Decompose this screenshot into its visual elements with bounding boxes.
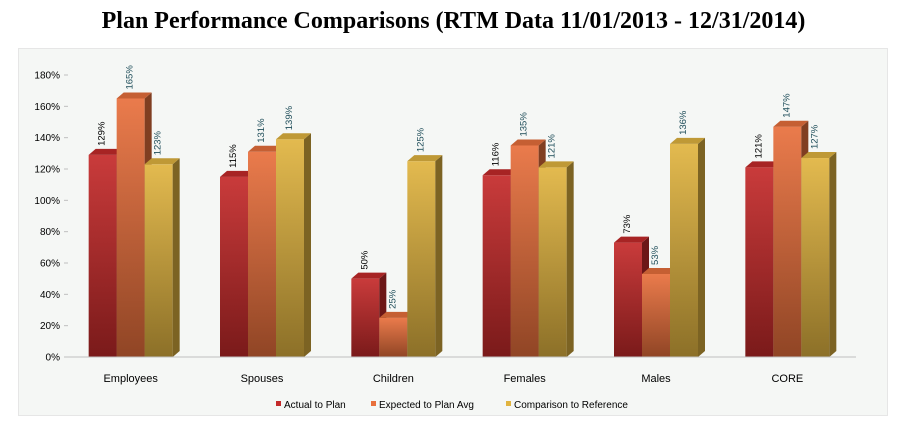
y-tick-label: 60% [40,259,60,270]
legend-item: Comparison to Reference [506,400,628,411]
chart-title: Plan Performance Comparisons (RTM Data 1… [101,8,806,34]
data-label: 25% [387,289,398,309]
data-label: 116% [491,142,502,166]
bar-front [642,273,670,357]
category-label: CORE [771,373,803,385]
bar [144,158,180,357]
bar-front [220,176,248,357]
y-tick-label: 0% [46,353,61,364]
bar-top [116,92,152,99]
y-tick-label: 120% [34,165,60,176]
category-label: Females [504,373,547,385]
y-tick-label: 140% [34,133,60,144]
bar-top [407,155,443,162]
y-tick-label: 160% [34,102,60,113]
bar-top [745,161,781,168]
bar [276,133,311,357]
bar [407,155,443,357]
bar-front [276,139,304,357]
bar-top [144,158,180,165]
bar-front [88,154,117,357]
data-label: 123% [153,130,164,155]
y-tick-label: 180% [34,71,60,82]
data-label: 121% [753,134,764,159]
y-tick-label: 40% [40,290,60,301]
bar [670,137,705,357]
bar-side [172,158,180,357]
data-label: 136% [678,110,689,135]
bar-front [116,98,145,357]
legend-swatch [276,401,281,406]
bar-front [538,167,567,357]
bar-front [482,175,511,357]
data-label: 165% [125,65,136,90]
bar-front [407,161,436,357]
bar-side [435,155,443,357]
y-axis: 0% 20% 40% 60% 80% 100% 120% 140% 160% 180% [34,71,68,364]
bar-top [482,169,518,176]
bar-top [88,148,124,155]
bar-front [614,242,642,357]
bar-front [351,278,380,357]
legend: Actual to Plan Expected to Plan Avg Compar… [276,400,628,411]
legend-label: Actual to Plan [284,400,346,411]
bar-top [351,272,387,279]
bar-top [670,137,705,144]
bar-top [642,267,677,274]
category-label: Employees [103,373,158,385]
data-label: 139% [284,105,295,130]
data-label: 147% [781,93,792,118]
data-label: 115% [228,144,239,168]
bar-top [538,161,574,168]
y-tick-label: 80% [40,227,60,238]
y-tick-label: 100% [34,196,60,207]
bar-top [276,133,311,140]
bar-top [773,120,809,127]
data-label: 73% [622,214,633,234]
bar-side [566,161,574,357]
bars: 129% 165% 123% 115% 131% 139% 50% 25% 125% 116% 13… [88,65,837,357]
data-label: 131% [256,118,267,143]
bar-top [379,311,415,318]
legend-item: Actual to Plan [276,400,346,411]
bar-side [304,133,311,357]
y-tick-label: 20% [40,321,60,332]
bar-front [144,164,173,357]
bar-top [220,170,255,177]
bar-top [248,145,283,152]
legend-label: Comparison to Reference [514,400,628,411]
bar-front [510,145,539,357]
bar [538,161,574,357]
bar-front [670,143,698,357]
bar [801,152,837,357]
data-label: 125% [415,127,426,152]
data-label: 127% [809,124,820,149]
bar-top [614,236,649,243]
data-label: 50% [359,250,370,270]
legend-swatch [506,401,511,406]
x-axis: Employees Spouses Children Females Males CORE [68,356,856,385]
data-label: 129% [97,121,108,146]
bar-top [801,152,837,159]
legend-swatch [371,401,376,406]
legend-label: Expected to Plan Avg [379,400,474,411]
category-label: Children [373,373,414,385]
bar-top [510,139,546,146]
data-label: 135% [519,112,530,137]
bar-front [745,167,774,357]
bar-front [248,151,276,357]
data-label: 53% [650,245,661,265]
bar-side [698,137,705,357]
bar-front [379,317,408,357]
legend-item: Expected to Plan Avg [371,400,474,411]
bar-front [773,126,802,357]
category-label: Spouses [241,373,284,385]
data-label: 121% [547,134,558,159]
category-label: Males [641,373,671,385]
bar-side [829,152,837,357]
bar-front [801,158,830,357]
